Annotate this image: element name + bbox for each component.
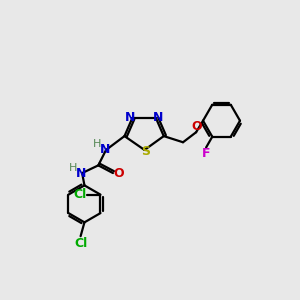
Text: O: O [114, 167, 124, 180]
Text: N: N [125, 111, 135, 124]
Text: N: N [100, 143, 110, 156]
Text: H: H [69, 163, 77, 173]
Text: Cl: Cl [73, 188, 86, 201]
Text: S: S [142, 145, 151, 158]
Text: N: N [76, 167, 87, 180]
Text: O: O [192, 120, 202, 133]
Text: F: F [202, 147, 210, 160]
Text: N: N [153, 111, 164, 124]
Text: H: H [93, 139, 102, 149]
Text: Cl: Cl [74, 237, 87, 250]
